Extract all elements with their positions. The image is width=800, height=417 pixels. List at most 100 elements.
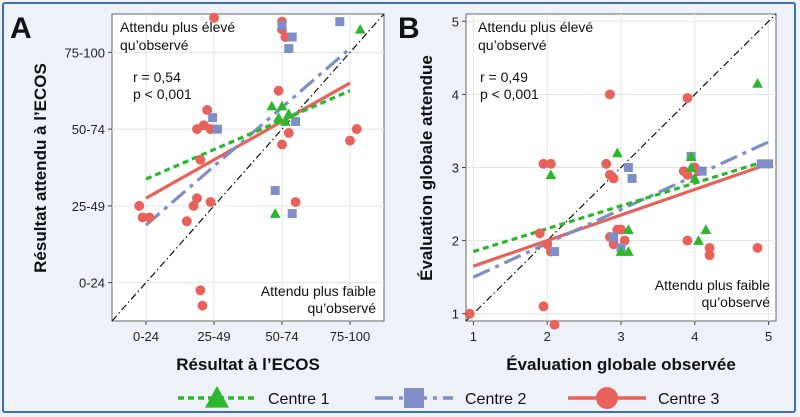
panel-a: A 0-24 25-49 50-74 75-100 0-24 25-49 50-74 75-…: [10, 12, 385, 374]
data-point-centre-2: [277, 21, 287, 31]
annotation-bottom-a-line2: qu’observé: [308, 300, 377, 316]
data-point-centre-2: [756, 159, 766, 169]
y-axis-title-b: Évaluation globale attendue: [417, 55, 436, 281]
points-a: [134, 12, 366, 311]
data-point-centre-1: [266, 100, 278, 111]
panel-b: B 1 2 3 4 5 1 2 3 4 5 Attendu plus élevé qu’obse…: [398, 12, 777, 374]
legend-marker-centre-2: [404, 388, 424, 408]
data-point-centre-3: [195, 285, 206, 296]
data-point-centre-3: [290, 197, 301, 207]
data-point-centre-3: [205, 197, 216, 207]
data-point-centre-1: [622, 246, 634, 256]
x-tick-label: 1: [470, 329, 477, 344]
figure-frame: [2, 2, 796, 413]
annotation-bottom-a-line1: Attendu plus faible: [261, 283, 376, 299]
data-point-centre-1: [354, 23, 366, 34]
data-point-centre-1: [700, 224, 712, 234]
x-tick-label: 4: [691, 329, 698, 344]
y-tick-label: 50-74: [72, 122, 105, 137]
data-point-centre-1: [622, 224, 634, 234]
data-point-centre-3: [682, 235, 693, 246]
data-point-centre-3: [137, 212, 148, 223]
x-ticks-a: 0-24 25-49 50-74 75-100: [133, 321, 370, 344]
data-point-centre-3: [619, 235, 630, 246]
x-tick-label: 2: [544, 329, 551, 344]
data-point-centre-2: [335, 17, 345, 27]
stat-p-a: p < 0,001: [133, 86, 192, 102]
data-point-centre-1: [611, 147, 623, 158]
fit-line-centre-1: [145, 89, 351, 181]
y-tick-label: 3: [452, 161, 459, 176]
data-point-centre-1: [615, 246, 627, 256]
data-point-centre-3: [538, 158, 549, 169]
data-point-centre-3: [604, 89, 615, 100]
fit-line-centre-3: [145, 81, 351, 200]
data-point-centre-3: [197, 300, 208, 311]
data-point-centre-2: [764, 159, 774, 169]
annotation-bottom-b-line2: qu’observé: [702, 294, 771, 310]
data-point-centre-3: [682, 169, 693, 180]
annotation-bottom-b-line1: Attendu plus faible: [655, 277, 770, 293]
data-point-centre-3: [545, 158, 556, 169]
x-axis-title-b: Évaluation globale observée: [506, 355, 736, 374]
legend-marker-centre-3: [596, 387, 618, 409]
fit-line-centre-3: [472, 162, 770, 268]
x-tick-label: 75-100: [330, 329, 370, 344]
y-ticks-b: 1 2 3 4 5: [452, 14, 466, 322]
data-point-centre-2: [208, 113, 218, 123]
legend-label: Centre 3: [658, 391, 719, 408]
identity-line-b: [465, 13, 777, 322]
data-point-centre-1: [685, 162, 697, 172]
data-point-centre-3: [273, 85, 284, 96]
data-point-centre-3: [277, 139, 287, 150]
y-tick-label: 25-49: [72, 199, 105, 214]
data-point-centre-3: [144, 212, 155, 223]
y-tick-label: 0-24: [79, 276, 105, 291]
data-point-centre-2: [287, 209, 297, 219]
y-tick-label: 2: [452, 234, 459, 249]
data-point-centre-3: [682, 93, 693, 104]
data-point-centre-2: [287, 32, 297, 42]
data-point-centre-3: [345, 135, 355, 146]
stat-r-b: r = 0,49: [480, 69, 528, 85]
x-tick-label: 0-24: [133, 329, 159, 344]
annotation-top-a-line2: qu’observé: [120, 37, 189, 53]
grid-a: [112, 14, 384, 321]
y-tick-label: 1: [452, 307, 459, 322]
x-tick-label: 25-49: [197, 329, 230, 344]
data-point-centre-1: [276, 100, 288, 111]
y-tick-label: 5: [452, 14, 459, 29]
legend: Centre 1 Centre 2 Centre 3: [178, 386, 719, 409]
data-point-centre-3: [538, 301, 549, 312]
data-point-centre-2: [609, 232, 619, 242]
data-point-centre-1: [689, 173, 701, 183]
data-point-centre-3: [542, 239, 553, 250]
x-axis-title-a: Résultat à l’ECOS: [176, 355, 320, 374]
legend-marker-centre-1: [205, 386, 229, 408]
data-point-centre-2: [270, 186, 280, 196]
identity-line: [111, 13, 385, 322]
data-point-centre-1: [269, 208, 281, 218]
x-tick-label: 5: [765, 329, 772, 344]
data-point-centre-3: [704, 250, 715, 261]
data-point-centre-1: [283, 108, 295, 119]
fit-line-centre-2: [144, 47, 352, 227]
fit-lines-a: [144, 47, 352, 227]
data-point-centre-3: [351, 124, 362, 135]
y-axis-title-a: Résultat attendu à l’ECOS: [31, 63, 50, 273]
identity-line: [465, 13, 777, 322]
data-point-centre-3: [188, 200, 199, 211]
data-point-centre-3: [209, 12, 219, 23]
data-point-centre-1: [685, 151, 697, 161]
fit-line-centre-1: [472, 158, 770, 254]
stat-r-a: r = 0,54: [133, 69, 181, 85]
data-point-centre-3: [534, 228, 545, 239]
x-ticks-b: 1 2 3 4 5: [470, 321, 772, 344]
data-point-centre-3: [181, 216, 192, 227]
legend-label: Centre 2: [465, 391, 526, 408]
data-point-centre-3: [704, 242, 715, 253]
data-point-centre-3: [612, 224, 623, 235]
y-ticks-a: 0-24 25-49 50-74 75-100: [65, 45, 112, 291]
data-point-centre-3: [195, 154, 206, 165]
